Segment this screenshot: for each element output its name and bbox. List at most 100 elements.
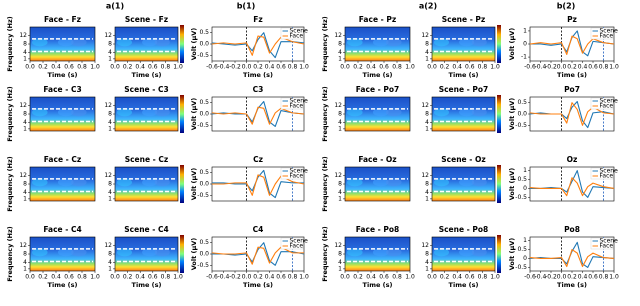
y-tick-label: 8: [108, 181, 112, 188]
spectrogram-blob: [57, 178, 74, 187]
series-line: [529, 177, 615, 197]
x-tick-label: 0.2: [567, 274, 577, 281]
x-tick-label: 0.8: [392, 64, 402, 71]
panel-label: a(2): [419, 2, 437, 11]
y-tick-label: 8: [23, 41, 27, 48]
y-axis-label: Frequency (Hz): [321, 86, 329, 142]
spectrogram-blob: [385, 178, 402, 187]
x-tick-label: 0.0: [25, 274, 35, 281]
spectrogram-blob: [154, 248, 170, 257]
x-axis-label: Time (s): [243, 71, 273, 79]
y-tick-label: 1: [23, 265, 27, 272]
panel-label: b(2): [557, 2, 576, 11]
y-tick-label: 8: [23, 251, 27, 258]
x-axis-label: Time (s): [449, 281, 479, 289]
x-tick-label: 0.0: [340, 274, 350, 281]
spectrogram-blob: [346, 248, 363, 257]
y-tick-label: 4: [108, 259, 112, 266]
y-tick-label: 12: [19, 32, 27, 39]
x-tick-label: 0.0: [242, 274, 252, 281]
spectrogram-blob: [372, 38, 389, 47]
y-tick-label: -0.5: [197, 52, 209, 59]
y-tick-label: 0.0: [199, 41, 209, 48]
spectrogram-blob: [385, 248, 402, 257]
x-tick-label: -0.2: [545, 274, 557, 281]
panel-label: a(1): [106, 2, 124, 11]
x-tick-label: 0.8: [161, 274, 171, 281]
colorbar: [180, 165, 184, 203]
x-tick-label: 0.6: [465, 64, 475, 71]
x-tick-label: 1.0: [299, 274, 309, 281]
y-axis-label: Volt (μV): [190, 98, 198, 131]
y-tick-label: 0.0: [517, 111, 527, 118]
y-tick-label: -0.5: [197, 262, 209, 269]
y-tick-label: 0: [523, 185, 527, 192]
y-tick-label: 4: [425, 259, 429, 266]
y-tick-label: 8: [338, 111, 342, 118]
legend-label: Face: [290, 243, 304, 250]
y-tick-label: 0.5: [517, 176, 527, 183]
colorbar: [497, 95, 501, 133]
x-tick-label: 0.6: [148, 64, 158, 71]
x-tick-label: 0.8: [599, 64, 609, 71]
spectrogram-blob: [57, 248, 74, 257]
y-tick-label: 4: [338, 49, 342, 56]
y-axis-label: Frequency (Hz): [321, 16, 329, 72]
x-tick-label: 0.2: [353, 64, 363, 71]
chart-title: Scene - Cz: [125, 155, 169, 164]
y-tick-label: 1: [523, 27, 527, 34]
spectrogram-blob: [142, 178, 158, 187]
chart-title: Face - Oz: [358, 155, 396, 164]
x-tick-label: 0.4: [265, 64, 275, 71]
x-tick-label: 0.0: [427, 274, 437, 281]
legend-label: Face: [600, 173, 614, 180]
x-tick-label: -0.4: [535, 64, 547, 71]
spectrogram-blob: [142, 248, 158, 257]
x-tick-label: 0.2: [440, 64, 450, 71]
spectrogram-blob: [142, 38, 158, 47]
y-tick-label: 0.0: [199, 181, 209, 188]
x-tick-label: 1.0: [173, 274, 183, 281]
y-tick-label: 1: [108, 195, 112, 202]
y-tick-label: 4: [108, 189, 112, 196]
y-tick-label: -0.5: [515, 194, 527, 201]
x-tick-label: 0.0: [242, 64, 252, 71]
y-tick-label: -0.5: [197, 122, 209, 129]
chart-title: Oz: [567, 155, 578, 164]
x-tick-label: 0.0: [340, 64, 350, 71]
chart-title: Pz: [567, 15, 577, 24]
spectrogram-blob: [471, 248, 487, 257]
y-tick-label: 0.5: [199, 239, 209, 246]
y-tick-label: 4: [425, 189, 429, 196]
chart-title: Scene - Po7: [439, 85, 489, 94]
x-tick-label: 0.0: [110, 64, 120, 71]
legend-label: Scene: [600, 98, 619, 105]
chart-title: Po7: [564, 85, 580, 94]
x-tick-label: 0.2: [440, 274, 450, 281]
y-tick-label: 0.5: [517, 246, 527, 253]
x-tick-label: 0.4: [51, 64, 61, 71]
chart-title: Cz: [253, 155, 263, 164]
spectrogram-blob: [459, 38, 475, 47]
y-tick-label: 4: [425, 119, 429, 126]
legend-label: Scene: [600, 168, 619, 175]
y-tick-label: 4: [108, 49, 112, 56]
chart-title: Scene - Fz: [125, 15, 168, 24]
axes-frame: [529, 166, 615, 202]
chart-title: Face - Po7: [356, 85, 399, 94]
x-tick-label: 0.8: [392, 274, 402, 281]
y-tick-label: 1: [425, 195, 429, 202]
chart-title: Scene - C4: [124, 225, 168, 234]
y-tick-label: 8: [108, 111, 112, 118]
x-tick-label: -0.2: [229, 64, 241, 71]
chart-title: C4: [253, 225, 264, 234]
spectrogram-blob: [70, 108, 87, 117]
x-tick-label: 1.0: [299, 64, 309, 71]
spectrogram-blob: [433, 178, 450, 187]
x-tick-label: 0.0: [110, 274, 120, 281]
y-tick-label: 0: [523, 41, 527, 48]
legend-label: Scene: [290, 98, 309, 105]
y-tick-label: 12: [104, 32, 112, 39]
x-tick-label: 0.4: [578, 64, 588, 71]
y-tick-label: 8: [108, 251, 112, 258]
